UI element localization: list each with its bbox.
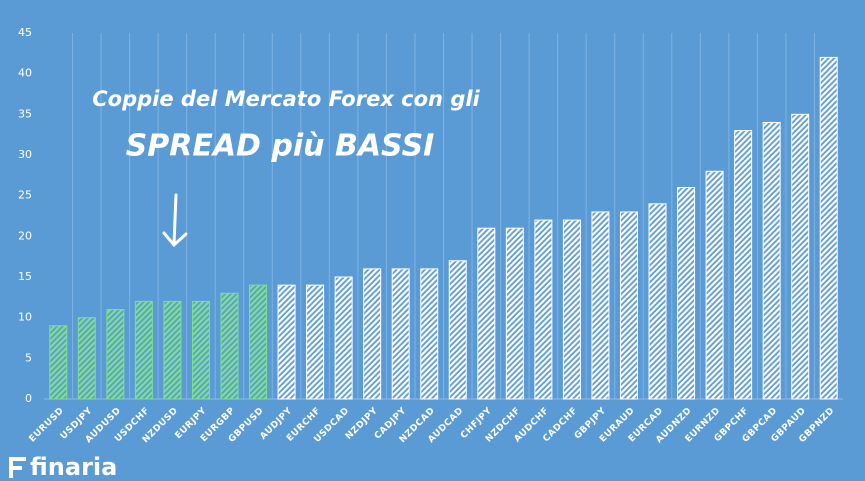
y-tick-label: 25 — [18, 189, 32, 202]
bar — [363, 268, 382, 400]
chart-subtitle: SPREAD più BASSI — [126, 129, 435, 164]
arrow — [162, 193, 188, 248]
bar — [619, 211, 638, 400]
bar — [534, 219, 553, 400]
bar — [220, 292, 239, 400]
bar — [448, 260, 467, 400]
y-tick-label: 45 — [18, 26, 32, 39]
bar — [277, 284, 296, 400]
bar — [191, 300, 210, 400]
bar — [106, 309, 125, 400]
bar — [249, 284, 268, 400]
bar — [420, 268, 439, 400]
y-tick-label: 0 — [25, 392, 32, 405]
y-tick-label: 5 — [25, 351, 32, 364]
y-tick-label: 20 — [18, 229, 32, 242]
bar — [819, 56, 838, 400]
bar — [77, 317, 96, 400]
bar — [705, 170, 724, 400]
y-tick-label: 35 — [18, 107, 32, 120]
bar — [762, 121, 781, 400]
y-tick-label: 15 — [18, 270, 32, 283]
bar — [334, 276, 353, 400]
bar — [505, 227, 524, 400]
bar — [648, 203, 667, 400]
bar — [677, 187, 696, 400]
bar — [49, 325, 68, 400]
y-tick-label: 30 — [18, 148, 32, 161]
bar — [791, 113, 810, 400]
bar — [734, 130, 753, 400]
bar — [591, 211, 610, 400]
bar — [306, 284, 325, 400]
bar — [477, 227, 496, 400]
logo — [9, 457, 26, 478]
bar — [163, 300, 182, 400]
brand: finaria — [30, 453, 117, 481]
y-tick-label: 40 — [18, 67, 32, 80]
y-tick-label: 10 — [18, 311, 32, 324]
chart-title: Coppie del Mercato Forex con gli — [92, 87, 480, 111]
bar — [391, 268, 410, 400]
bar — [134, 300, 153, 400]
bar — [562, 219, 581, 400]
